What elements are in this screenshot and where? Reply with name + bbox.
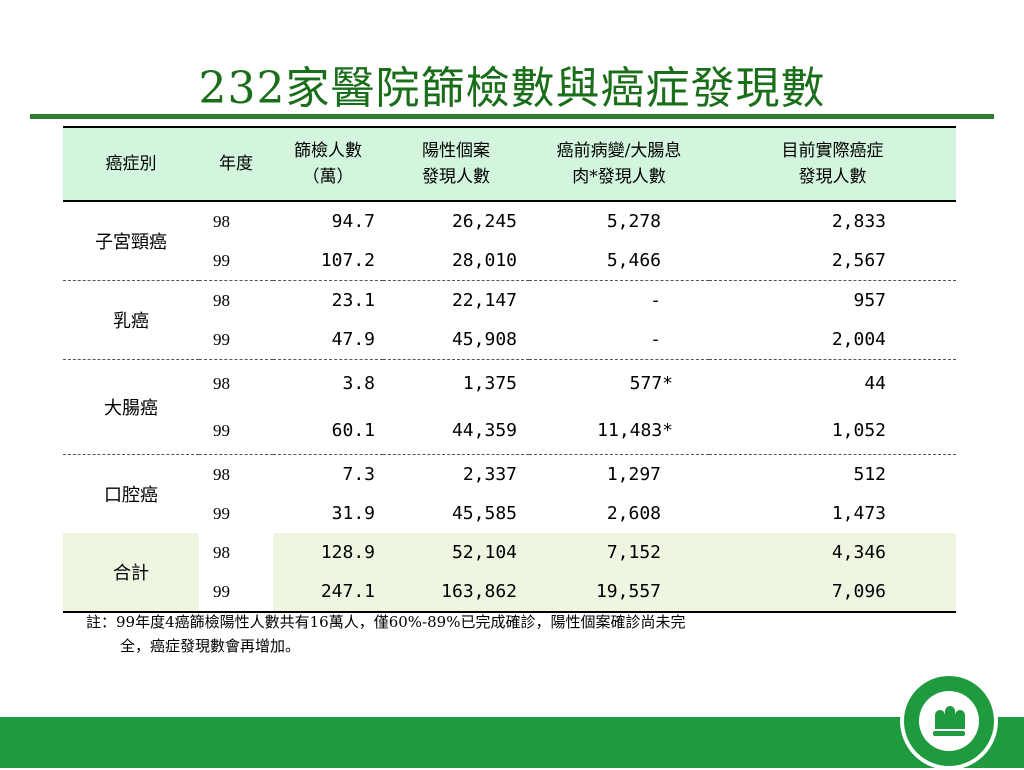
positive-cell: 45,585 <box>451 503 517 524</box>
cancer-type-cell: 子宮頸癌 <box>95 232 167 253</box>
header-screened-line1: 篩檢人數 <box>294 141 362 161</box>
precancer-cell: - <box>529 280 709 320</box>
cancer-found-cell: 1,473 <box>831 503 886 524</box>
year-cell: 99 <box>199 572 273 613</box>
table-row: 乳癌 98 23.1 22,147 - 957 <box>63 280 956 360</box>
footnote: 註：99年度4癌篩檢陽性人數共有16萬人，僅60%-89%已完成確診，陽性個案確… <box>86 610 886 658</box>
table-row: 合計 98 128.9 52,104 7,152 4,346 <box>63 533 956 613</box>
cancer-type-cell: 口腔癌 <box>63 454 199 533</box>
positive-cell: 22,147 <box>383 280 529 320</box>
cancer-type-cell: 乳癌 <box>63 280 199 360</box>
footer-bar <box>0 717 1024 768</box>
year-cell: 99 <box>213 503 230 523</box>
screened-cell: 60.1 <box>331 420 375 441</box>
table-header-row: 癌症別 年度 篩檢人數 （萬） 陽性個案發現人數 癌前病變/大腸息 肉*發現人數 目… <box>63 126 956 202</box>
table-row: 99 247.1 163,862 19,557 7,096 <box>63 572 956 613</box>
year-cell: 99 <box>213 250 230 270</box>
header-year: 年度 <box>199 126 273 202</box>
table-row: 大腸癌 98 3.8 1,375 577* 44 <box>63 359 956 455</box>
cancer-type-cell: 大腸癌 <box>63 359 199 455</box>
cancer-found-cell: 2,567 <box>831 250 886 271</box>
precancer-cell: 5,466 <box>606 250 661 271</box>
header-precancer: 癌前病變/大腸息 肉*發現人數 <box>529 126 709 202</box>
table-row: 子宮頸癌 98 94.7 26,245 5,278 2,833 <box>63 201 956 253</box>
header-cancer-line2: 發現人數 <box>798 167 867 187</box>
precancer-cell: 1,297 <box>529 454 709 494</box>
year-cell: 98 <box>213 211 230 231</box>
screened-cell: 3.8 <box>273 359 383 407</box>
precancer-cell: 5,278 <box>606 211 661 232</box>
precancer-cell: 11,483* <box>597 420 673 441</box>
cancer-found-cell: 2,833 <box>831 211 886 232</box>
table-row: 99 31.9 45,585 2,608 1,473 <box>63 494 956 533</box>
year-cell: 98 <box>199 280 273 320</box>
table-row: 99 47.9 45,908 - 2,004 <box>63 320 956 360</box>
total-label-cell: 合計 <box>63 533 199 613</box>
cancer-found-cell: 2,004 <box>831 329 886 350</box>
year-cell: 98 <box>199 454 273 494</box>
header-cancer-line1: 目前實際癌症 <box>781 141 884 161</box>
year-cell: 98 <box>199 533 273 572</box>
year-cell: 98 <box>199 359 273 407</box>
header-cancer-found: 目前實際癌症 發現人數 <box>709 126 956 202</box>
positive-cell: 52,104 <box>383 533 529 572</box>
cancer-found-cell: 44 <box>709 359 956 407</box>
cancer-found-cell: 512 <box>709 454 956 494</box>
screened-cell: 107.2 <box>320 250 375 271</box>
screened-cell: 7.3 <box>273 454 383 494</box>
positive-cell: 44,359 <box>451 420 517 441</box>
screened-cell: 47.9 <box>331 329 375 350</box>
header-screened: 篩檢人數 （萬） <box>273 126 383 202</box>
header-screened-line2: （萬） <box>302 167 354 187</box>
precancer-cell: 19,557 <box>529 572 709 613</box>
year-cell: 99 <box>213 420 230 440</box>
screened-cell: 247.1 <box>273 572 383 613</box>
footnote-line-1: 註：99年度4癌篩檢陽性人數共有16萬人，僅60%-89%已完成確診，陽性個案確… <box>86 613 686 631</box>
positive-cell: 26,245 <box>451 211 517 232</box>
positive-cell: 163,862 <box>383 572 529 613</box>
table-row: 99 60.1 44,359 11,483* 1,052 <box>63 407 956 455</box>
page-title: 232家醫院篩檢數與癌症發現數 <box>198 63 826 114</box>
cancer-found-cell: 4,346 <box>709 533 956 572</box>
bureau-of-health-promotion-logo-icon <box>900 672 998 770</box>
header-positive-line2: 發現人數 <box>422 167 490 187</box>
screening-results-table: 癌症別 年度 篩檢人數 （萬） 陽性個案發現人數 癌前病變/大腸息 肉*發現人數 目… <box>63 126 956 613</box>
precancer-cell: 577* <box>529 359 709 407</box>
cancer-found-cell: 7,096 <box>709 572 956 613</box>
cancer-found-cell: 957 <box>709 280 956 320</box>
positive-cell: 1,375 <box>383 359 529 407</box>
table-row: 99 107.2 28,010 5,466 2,567 <box>63 241 956 281</box>
positive-cell: 28,010 <box>451 250 517 271</box>
precancer-cell: 7,152 <box>529 533 709 572</box>
header-precancer-line1: 癌前病變/大腸息 <box>556 141 682 161</box>
screened-cell: 94.7 <box>331 211 375 232</box>
precancer-cell: - <box>650 329 661 350</box>
year-cell: 99 <box>213 329 230 349</box>
header-cancer-type: 癌症別 <box>63 126 199 202</box>
header-positive-line1: 陽性個案 <box>422 141 490 161</box>
table-row: 口腔癌 98 7.3 2,337 1,297 512 <box>63 454 956 533</box>
title-underline <box>30 114 994 119</box>
footnote-line-2: 全，癌症發現數會再增加。 <box>120 637 301 655</box>
positive-cell: 2,337 <box>383 454 529 494</box>
screened-cell: 128.9 <box>273 533 383 572</box>
cancer-found-cell: 1,052 <box>831 420 886 441</box>
header-positive: 陽性個案 發現人數 <box>383 126 529 202</box>
precancer-cell: 2,608 <box>606 503 661 524</box>
screened-cell: 23.1 <box>273 280 383 320</box>
header-precancer-line2: 肉*發現人數 <box>572 167 666 187</box>
screened-cell: 31.9 <box>331 503 375 524</box>
positive-cell: 45,908 <box>451 329 517 350</box>
